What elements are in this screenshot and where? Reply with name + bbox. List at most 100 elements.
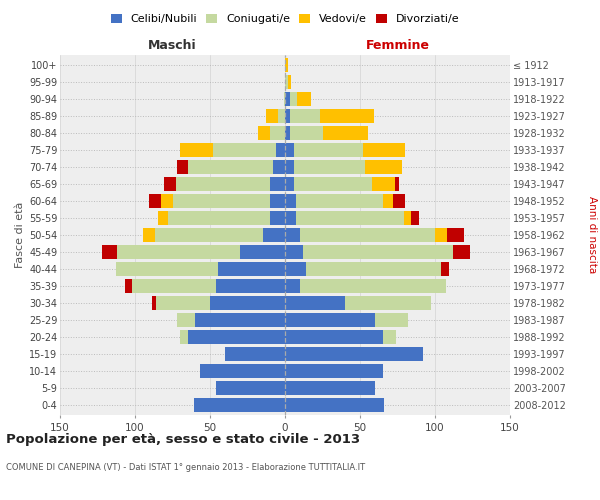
Bar [143, 228, 155, 242]
Bar [168, 211, 270, 225]
Bar [163, 177, 176, 191]
Bar [320, 109, 373, 123]
Legend: Celibi/Nubili, Coniugati/e, Vedovi/e, Divorziati/e: Celibi/Nubili, Coniugati/e, Vedovi/e, Di… [110, 14, 460, 24]
Bar [265, 109, 277, 123]
Bar [435, 228, 447, 242]
Bar [285, 347, 423, 361]
Bar [213, 143, 276, 157]
Bar [132, 279, 216, 293]
Bar [195, 313, 285, 327]
Bar [285, 109, 290, 123]
Bar [296, 194, 383, 208]
Y-axis label: Fasce di età: Fasce di età [14, 202, 25, 268]
Bar [285, 126, 290, 140]
Bar [375, 313, 408, 327]
Bar [270, 194, 285, 208]
Bar [285, 194, 296, 208]
Bar [285, 381, 375, 395]
Bar [383, 194, 393, 208]
Bar [180, 143, 213, 157]
Bar [285, 228, 300, 242]
Bar [115, 262, 218, 276]
Bar [285, 92, 290, 106]
Bar [225, 347, 285, 361]
Bar [290, 109, 320, 123]
Bar [273, 160, 285, 174]
Bar [125, 279, 132, 293]
Bar [294, 177, 372, 191]
Bar [300, 228, 435, 242]
Bar [199, 364, 285, 378]
Text: Popolazione per età, sesso e stato civile - 2013: Popolazione per età, sesso e stato civil… [6, 432, 360, 446]
Bar [285, 143, 294, 157]
Text: COMUNE DI CANEPINA (VT) - Dati ISTAT 1° gennaio 2013 - Elaborazione TUTTITALIA.I: COMUNE DI CANEPINA (VT) - Dati ISTAT 1° … [6, 462, 365, 471]
Bar [117, 245, 240, 259]
Bar [187, 330, 285, 344]
Bar [290, 92, 297, 106]
Bar [294, 160, 365, 174]
Bar [441, 262, 449, 276]
Bar [151, 296, 156, 310]
Bar [285, 262, 306, 276]
Bar [285, 58, 288, 72]
Bar [395, 177, 399, 191]
Bar [157, 211, 168, 225]
Bar [193, 398, 285, 412]
Bar [294, 143, 363, 157]
Bar [447, 228, 464, 242]
Bar [102, 245, 117, 259]
Bar [323, 126, 367, 140]
Bar [177, 313, 195, 327]
Bar [288, 75, 291, 89]
Bar [176, 177, 270, 191]
Bar [284, 92, 285, 106]
Bar [306, 262, 441, 276]
Bar [270, 177, 285, 191]
Bar [149, 194, 161, 208]
Bar [155, 228, 263, 242]
Bar [290, 126, 323, 140]
Bar [363, 143, 405, 157]
Text: Femmine: Femmine [365, 40, 430, 52]
Bar [372, 177, 395, 191]
Bar [453, 245, 470, 259]
Bar [263, 228, 285, 242]
Bar [285, 75, 288, 89]
Bar [156, 296, 210, 310]
Text: Maschi: Maschi [148, 40, 197, 52]
Bar [270, 211, 285, 225]
Bar [345, 296, 431, 310]
Bar [180, 330, 187, 344]
Bar [276, 143, 285, 157]
Bar [285, 330, 383, 344]
Bar [177, 160, 187, 174]
Bar [173, 194, 270, 208]
Bar [285, 177, 294, 191]
Bar [393, 194, 405, 208]
Bar [277, 109, 285, 123]
Bar [258, 126, 270, 140]
Bar [404, 211, 411, 225]
Bar [303, 245, 453, 259]
Bar [210, 296, 285, 310]
Bar [296, 211, 404, 225]
Bar [365, 160, 402, 174]
Bar [285, 296, 345, 310]
Bar [216, 381, 285, 395]
Bar [411, 211, 419, 225]
Text: Anni di nascita: Anni di nascita [587, 196, 597, 274]
Bar [285, 398, 384, 412]
Bar [300, 279, 445, 293]
Bar [285, 364, 383, 378]
Bar [218, 262, 285, 276]
Bar [187, 160, 273, 174]
Bar [383, 330, 396, 344]
Bar [161, 194, 173, 208]
Bar [285, 279, 300, 293]
Bar [270, 126, 285, 140]
Bar [297, 92, 311, 106]
Bar [285, 211, 296, 225]
Bar [285, 245, 303, 259]
Bar [285, 160, 294, 174]
Bar [285, 313, 375, 327]
